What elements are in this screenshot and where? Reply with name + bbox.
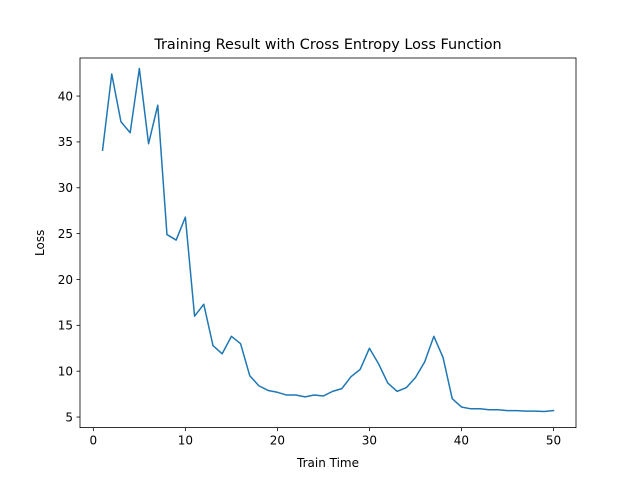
- loss-line: [101, 67, 555, 413]
- y-tick-label: 20: [58, 273, 73, 287]
- plot-frame: [79, 57, 577, 429]
- x-tick-label: 50: [546, 434, 561, 448]
- y-axis-label: Loss: [33, 230, 47, 256]
- x-tick-label: 40: [454, 434, 469, 448]
- x-tick-label: 0: [90, 434, 98, 448]
- x-tick-label: 10: [178, 434, 193, 448]
- x-tick-label: 20: [270, 434, 285, 448]
- y-tick-label: 30: [58, 181, 73, 195]
- y-tick-label: 10: [58, 364, 73, 378]
- y-tick-label: 35: [58, 135, 73, 149]
- y-tick-label: 15: [58, 319, 73, 333]
- y-tick-label: 25: [58, 227, 73, 241]
- chart-title: Training Result with Cross Entropy Loss …: [153, 37, 501, 53]
- axis-ticks: 0 10 20 30 40 50 5 10 15 20 25 30 35 40: [58, 89, 561, 447]
- y-tick-label: 40: [58, 89, 73, 103]
- y-tick-label: 5: [65, 410, 73, 424]
- x-tick-label: 30: [362, 434, 377, 448]
- plot-series: [101, 67, 555, 413]
- x-axis-label: Train Time: [296, 456, 359, 470]
